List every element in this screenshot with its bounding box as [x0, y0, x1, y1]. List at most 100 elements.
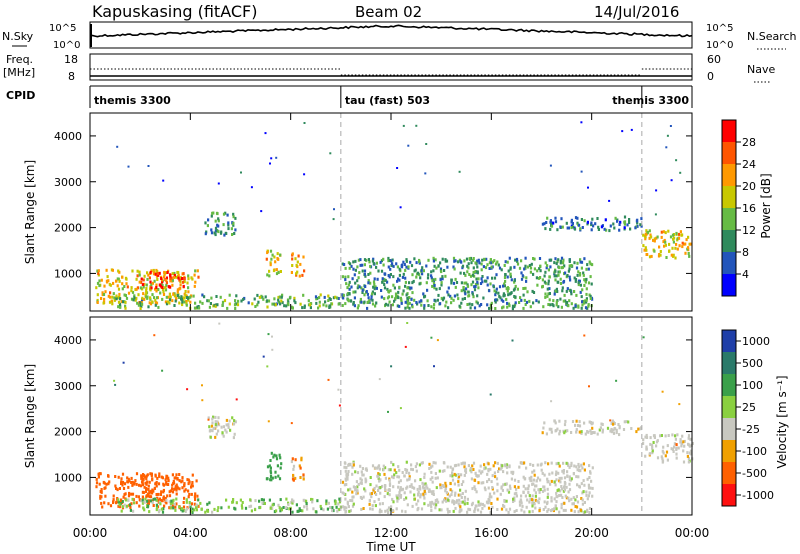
echo-cell — [220, 230, 223, 234]
echo-cell — [528, 500, 531, 504]
echo-cell — [575, 505, 579, 509]
echo-cell — [146, 271, 149, 275]
echo-cell — [467, 464, 470, 468]
echo-cell — [278, 453, 281, 457]
echo-cell — [106, 280, 109, 284]
echo-cell — [270, 451, 273, 455]
echo-cell — [222, 425, 225, 429]
echo-cell — [259, 505, 262, 509]
echo-cell — [100, 495, 103, 499]
echo-cell — [410, 467, 413, 471]
echo-cell — [220, 506, 223, 510]
echo-cell — [344, 302, 347, 306]
echo-cell — [560, 502, 563, 506]
echo-cell — [559, 297, 562, 301]
echo-cell — [476, 282, 479, 286]
echo-cell — [348, 509, 351, 513]
echo-cell — [100, 488, 103, 491]
echo-cell — [147, 502, 150, 506]
echo-cell — [504, 482, 507, 486]
echo-cell — [686, 451, 689, 455]
echo-cell — [344, 477, 347, 481]
echo-cell — [586, 222, 589, 226]
echo-cell — [441, 500, 444, 504]
echo-cell — [294, 301, 297, 305]
echo-cell — [195, 503, 198, 507]
echo-cell — [193, 273, 196, 277]
echo-cell — [406, 301, 409, 305]
echo-cell — [396, 499, 399, 503]
echo-cell — [532, 291, 536, 294]
echo-cell — [296, 270, 299, 274]
echo-cell — [672, 240, 675, 244]
echo-cell — [185, 507, 189, 511]
echo-cell — [409, 286, 412, 290]
echo-cell — [349, 262, 352, 266]
echo-cell — [187, 286, 190, 290]
echo-cell — [534, 494, 537, 498]
echo-cell — [405, 258, 408, 262]
echo-cell — [223, 233, 226, 237]
echo-cell — [428, 467, 431, 470]
echo-cell — [180, 507, 184, 511]
echo-cell — [97, 271, 100, 275]
echo-cell — [568, 267, 571, 271]
echo-cell — [468, 302, 471, 306]
echo-cell — [679, 438, 682, 442]
echo-cell — [141, 498, 144, 502]
echo-cell — [417, 492, 420, 496]
echo-cell — [295, 272, 298, 276]
echo-cell — [161, 286, 164, 289]
echo-cell — [515, 509, 518, 512]
echo-cell — [353, 304, 356, 308]
noise-cell — [201, 384, 203, 387]
echo-cell — [388, 488, 391, 492]
echo-cell — [559, 277, 562, 281]
echo-cell — [600, 422, 603, 426]
echo-cell — [561, 286, 564, 290]
echo-cell — [578, 485, 581, 489]
echo-cell — [463, 271, 466, 275]
echo-cell — [687, 434, 691, 438]
echo-cell — [396, 265, 399, 269]
echo-cell — [432, 490, 435, 494]
echo-cell — [464, 273, 467, 277]
echo-cell — [676, 433, 679, 437]
echo-cell — [95, 286, 98, 290]
echo-cell — [132, 509, 135, 513]
echo-cell — [513, 303, 517, 307]
echo-cell — [545, 221, 548, 224]
echo-cell — [561, 225, 564, 229]
echo-cell — [660, 230, 663, 234]
echo-cell — [414, 465, 417, 469]
echo-cell — [482, 296, 485, 300]
echo-cell — [356, 491, 359, 495]
echo-cell — [158, 474, 161, 478]
echo-cell — [195, 479, 198, 483]
echo-cell — [642, 442, 645, 445]
echo-cell — [347, 283, 350, 287]
echo-cell — [287, 503, 290, 507]
echo-cell — [573, 290, 576, 293]
echo-cell — [162, 293, 166, 296]
echo-cell — [233, 419, 236, 423]
echo-cell — [403, 498, 406, 501]
echo-cell — [142, 477, 145, 481]
echo-cell — [173, 271, 176, 275]
echo-cell — [139, 301, 142, 305]
echo-cell — [178, 473, 181, 476]
echo-cell — [597, 225, 600, 229]
echo-cell — [161, 280, 164, 284]
echo-cell — [361, 269, 364, 273]
echo-cell — [226, 213, 229, 217]
echo-cell — [572, 306, 575, 310]
echo-cell — [655, 236, 658, 240]
noise-cell — [425, 143, 428, 145]
echo-cell — [550, 461, 553, 465]
echo-cell — [510, 278, 513, 282]
echo-cell — [302, 255, 305, 259]
echo-cell — [116, 284, 119, 288]
echo-cell — [450, 278, 453, 282]
echo-cell — [135, 296, 138, 300]
echo-cell — [173, 304, 176, 307]
